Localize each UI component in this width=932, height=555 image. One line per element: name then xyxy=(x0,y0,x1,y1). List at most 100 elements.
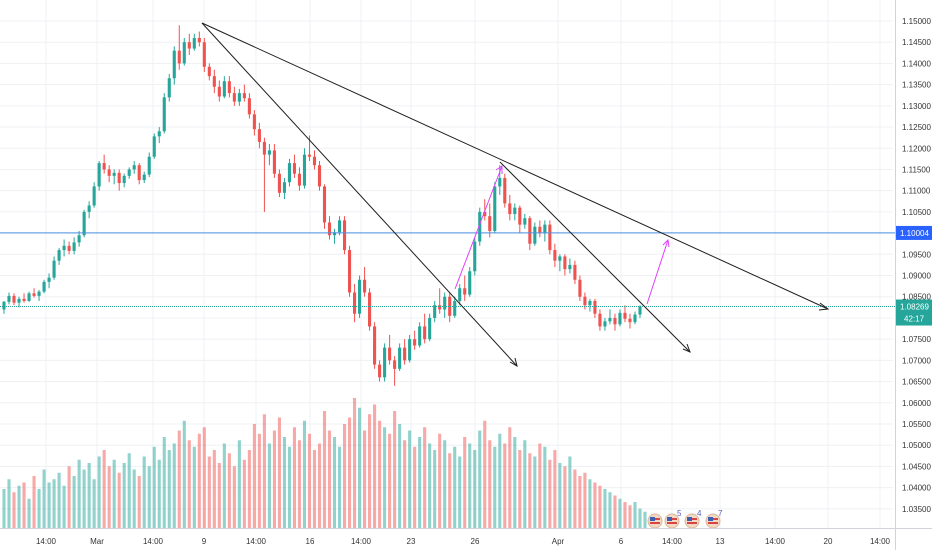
us-flag-event-icon[interactable]: 5 xyxy=(665,509,682,528)
volume-bar xyxy=(128,453,131,528)
candle-body xyxy=(128,169,131,175)
volume-bar xyxy=(228,453,231,528)
candle-body xyxy=(463,288,466,294)
candle-body xyxy=(163,97,166,131)
candle-body xyxy=(228,81,231,93)
candle-body xyxy=(538,227,541,233)
candle-body xyxy=(198,38,201,42)
volume-bar xyxy=(83,470,86,529)
price-tick-label: 1.13500 xyxy=(902,81,931,90)
candle-body xyxy=(593,301,596,314)
candle-body xyxy=(153,136,156,156)
us-flag-event-icon[interactable] xyxy=(648,514,662,528)
volume-bar xyxy=(293,427,296,528)
candle-body xyxy=(7,296,10,302)
time-tick-label: 14:00 xyxy=(246,537,267,546)
price-tick-label: 1.15000 xyxy=(902,17,931,26)
projection-up-right[interactable] xyxy=(647,240,668,304)
candle-body xyxy=(568,265,571,269)
volume-bar xyxy=(438,434,441,528)
candle-body xyxy=(318,165,321,186)
volume-bar xyxy=(433,450,436,528)
candle-body xyxy=(298,174,301,186)
price-axis[interactable]: 1.150001.145001.140001.135001.130001.125… xyxy=(896,0,932,550)
candle-body xyxy=(543,225,546,233)
price-tick-label: 1.09000 xyxy=(902,272,931,281)
volume-bar xyxy=(238,440,241,528)
volume-bar xyxy=(598,486,601,528)
price-tick-label: 1.05500 xyxy=(902,420,931,429)
candle-body xyxy=(418,326,421,345)
volume-bar xyxy=(503,444,506,529)
volume-bar xyxy=(303,421,306,528)
time-tick-label: 14:00 xyxy=(36,537,57,546)
candle-body xyxy=(233,93,236,101)
us-flag-event-icon[interactable]: 4 xyxy=(685,509,702,528)
volume-bar xyxy=(593,483,596,529)
candle-body xyxy=(2,302,5,310)
time-tick-label: 13 xyxy=(716,537,725,546)
volume-bar xyxy=(243,460,246,528)
volume-bar xyxy=(453,447,456,528)
time-tick-label: 23 xyxy=(407,537,416,546)
volume-bar xyxy=(248,450,251,528)
price-tick-label: 1.12500 xyxy=(902,123,931,132)
flag-stripe xyxy=(708,522,718,524)
volume-bar xyxy=(73,476,76,528)
candle-body xyxy=(488,216,491,231)
candle-body xyxy=(118,173,121,183)
volume-bar xyxy=(473,450,476,528)
volume-bar xyxy=(538,444,541,529)
candles xyxy=(2,25,641,386)
volume-bar xyxy=(258,434,261,528)
volume-bar xyxy=(98,457,101,529)
volume-bar xyxy=(288,447,291,528)
candle-body xyxy=(393,360,396,368)
candle-body xyxy=(138,165,141,180)
candle-body xyxy=(453,301,456,316)
flag-canton xyxy=(650,517,655,521)
volume-bar xyxy=(423,427,426,528)
candle-body xyxy=(603,321,606,326)
volume-bar xyxy=(153,447,156,528)
candle-body xyxy=(27,293,30,301)
volume-bar xyxy=(393,411,396,528)
candle-body xyxy=(183,42,186,63)
candle-body xyxy=(243,93,246,98)
candle-body xyxy=(303,155,306,186)
time-tick-label: 26 xyxy=(471,537,480,546)
candle-body xyxy=(363,280,366,293)
candle-body xyxy=(573,265,576,280)
candle-body xyxy=(458,288,461,301)
volume-bar xyxy=(463,437,466,528)
volume-bar xyxy=(603,489,606,528)
volume-bar xyxy=(363,431,366,529)
candle-body xyxy=(253,114,256,129)
candle-body xyxy=(338,220,341,232)
candle-body xyxy=(38,292,41,296)
candle-body xyxy=(343,220,346,250)
candle-body xyxy=(43,282,46,292)
volume-bar xyxy=(108,466,111,528)
candle-body xyxy=(498,178,501,186)
candle-body xyxy=(428,318,431,339)
candle-body xyxy=(638,306,641,314)
candle-body xyxy=(58,250,61,261)
volume-bar xyxy=(353,398,356,528)
volume-bar xyxy=(22,483,25,529)
volume-bar xyxy=(643,512,646,528)
candle-body xyxy=(398,348,401,369)
volume-bar xyxy=(583,473,586,528)
volume-bar xyxy=(283,437,286,528)
candle-body xyxy=(268,150,271,154)
volume-bar xyxy=(633,502,636,528)
volume-bar xyxy=(203,427,206,528)
grid xyxy=(0,0,893,528)
candle-body xyxy=(288,163,291,182)
price-tick-label: 1.12000 xyxy=(902,144,931,153)
candle-body xyxy=(443,297,446,310)
volume-bar xyxy=(93,479,96,528)
